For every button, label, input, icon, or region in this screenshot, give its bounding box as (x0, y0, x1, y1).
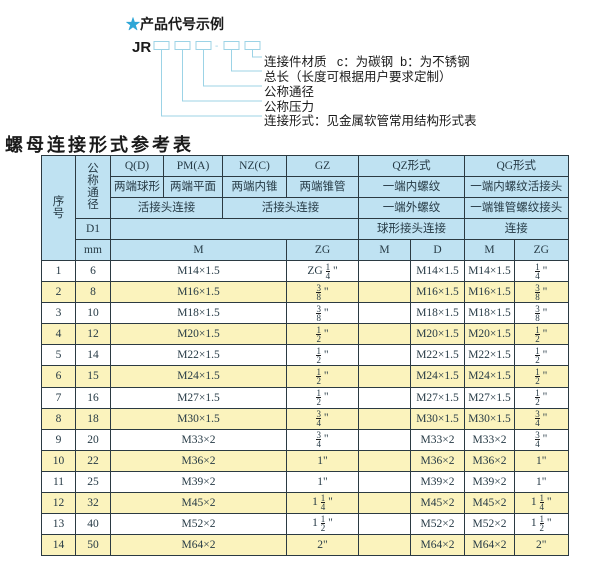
svg-text:-: - (215, 41, 218, 52)
